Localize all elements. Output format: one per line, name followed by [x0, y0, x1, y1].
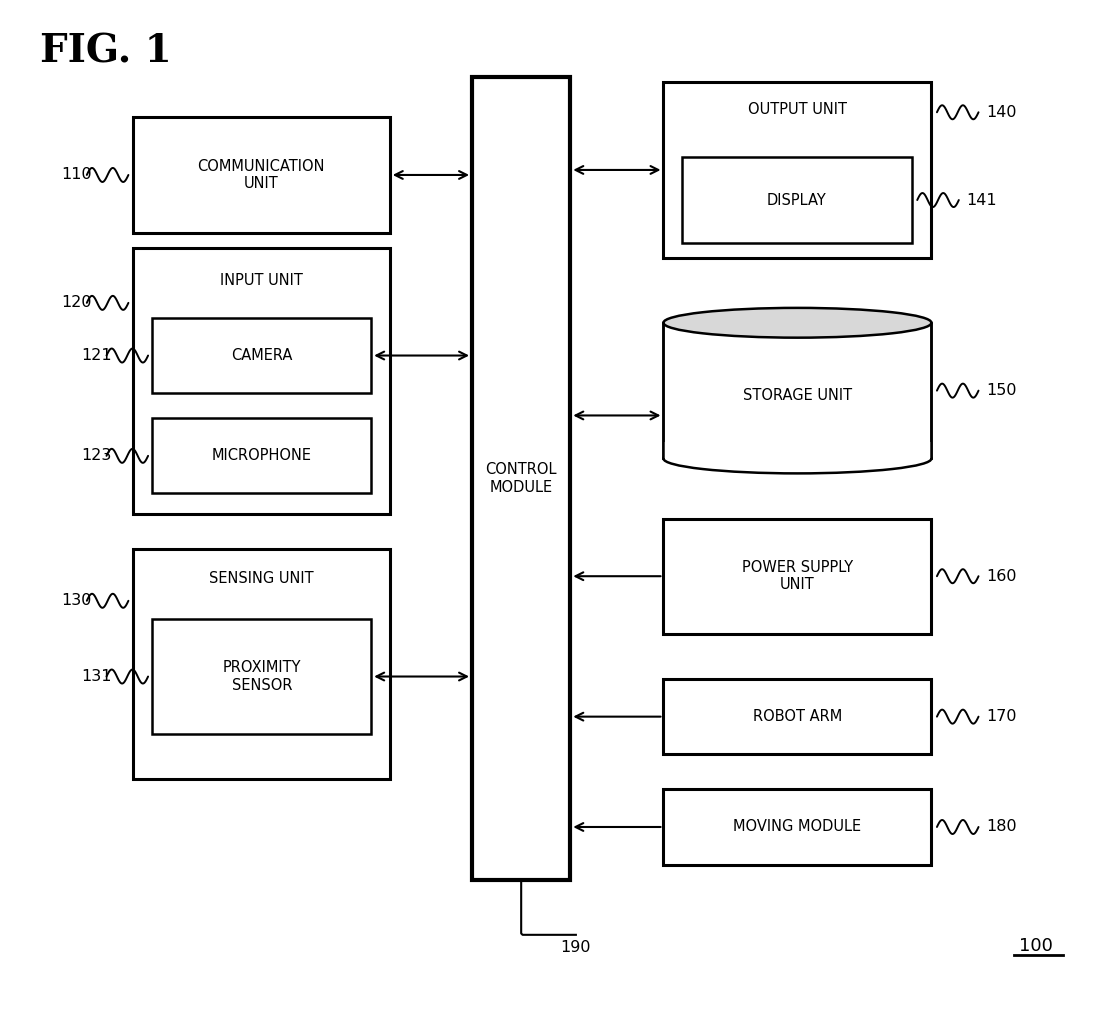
Text: 170: 170 — [986, 709, 1017, 724]
Ellipse shape — [664, 443, 932, 473]
Ellipse shape — [664, 308, 932, 338]
Text: 141: 141 — [966, 192, 997, 207]
Text: CONTROL
MODULE: CONTROL MODULE — [485, 462, 557, 494]
Text: DISPLAY: DISPLAY — [767, 192, 827, 207]
Bar — [664, 322, 932, 459]
Text: 121: 121 — [81, 348, 112, 363]
Text: POWER SUPPLY
UNIT: POWER SUPPLY UNIT — [742, 560, 853, 593]
Text: ROBOT ARM: ROBOT ARM — [752, 709, 842, 724]
Text: FIG. 1: FIG. 1 — [40, 32, 172, 70]
Bar — [153, 318, 371, 394]
Bar — [153, 418, 371, 493]
Text: 110: 110 — [62, 168, 92, 182]
Bar — [664, 789, 932, 864]
Text: STORAGE UNIT: STORAGE UNIT — [742, 388, 852, 403]
Bar — [153, 618, 371, 734]
Bar — [664, 82, 932, 257]
Bar — [664, 679, 932, 755]
Text: 130: 130 — [62, 593, 92, 608]
Bar — [133, 548, 390, 779]
Bar — [472, 77, 571, 880]
Bar — [664, 519, 932, 634]
Text: SENSING UNIT: SENSING UNIT — [209, 571, 314, 586]
Text: 180: 180 — [986, 820, 1017, 835]
Bar — [683, 158, 912, 243]
Text: MICROPHONE: MICROPHONE — [212, 448, 311, 464]
Text: MOVING MODULE: MOVING MODULE — [733, 820, 862, 835]
Text: INPUT UNIT: INPUT UNIT — [219, 273, 302, 288]
Text: 160: 160 — [986, 569, 1017, 584]
Text: 150: 150 — [986, 383, 1017, 398]
Text: PROXIMITY
SENSOR: PROXIMITY SENSOR — [223, 660, 301, 693]
Text: 131: 131 — [81, 669, 112, 684]
Text: 140: 140 — [986, 105, 1017, 120]
Bar — [133, 248, 390, 514]
Text: 120: 120 — [62, 295, 92, 310]
Text: 123: 123 — [81, 448, 112, 464]
Text: OUTPUT UNIT: OUTPUT UNIT — [748, 103, 847, 117]
Text: COMMUNICATION
UNIT: COMMUNICATION UNIT — [197, 159, 325, 191]
Text: 100: 100 — [1019, 937, 1053, 955]
Text: 190: 190 — [561, 940, 592, 955]
Text: CAMERA: CAMERA — [232, 348, 293, 363]
Bar — [133, 117, 390, 233]
Bar — [664, 441, 932, 459]
